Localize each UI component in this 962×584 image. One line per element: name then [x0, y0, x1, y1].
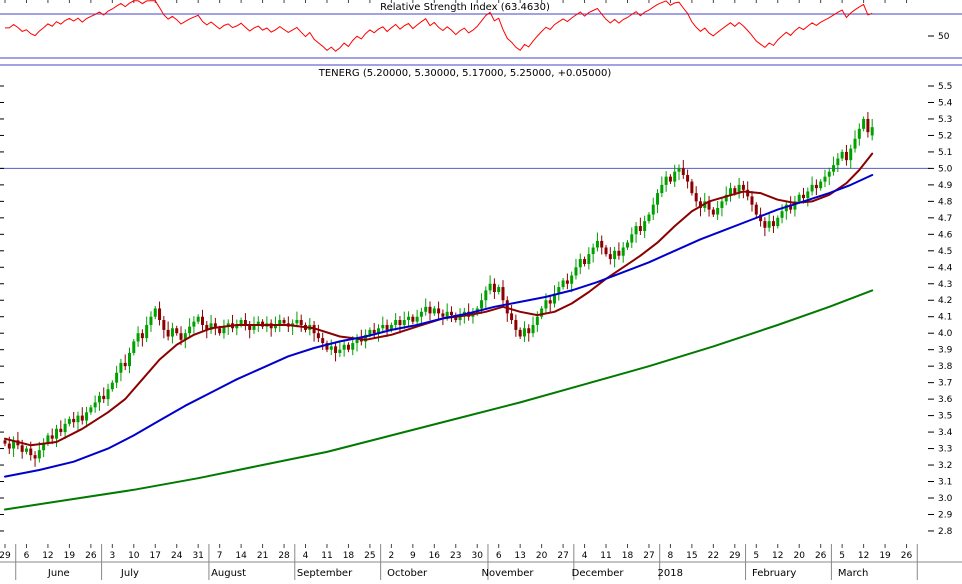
- price-panel-plot[interactable]: 5.5 5.4 5.3 5.2 5.1 5.0 4.9 4.8 4.7 4.6 4.5 4.4 4.3 4…: [0, 66, 962, 544]
- svg-text:October: October: [387, 568, 428, 579]
- svg-text:4.7: 4.7: [938, 214, 952, 224]
- svg-text:13: 13: [514, 551, 525, 561]
- svg-text:15: 15: [686, 551, 697, 561]
- svg-text:16: 16: [429, 551, 441, 561]
- svg-text:11: 11: [321, 551, 332, 561]
- svg-text:3.4: 3.4: [938, 428, 953, 438]
- svg-text:10: 10: [128, 551, 140, 561]
- svg-text:20: 20: [793, 551, 805, 561]
- svg-text:June: June: [47, 568, 70, 579]
- svg-text:3.5: 3.5: [938, 412, 952, 422]
- svg-text:4.2: 4.2: [938, 296, 952, 306]
- svg-text:5.0: 5.0: [938, 164, 953, 174]
- svg-text:5.4: 5.4: [938, 98, 953, 108]
- svg-text:4.0: 4.0: [938, 329, 953, 339]
- svg-text:December: December: [572, 568, 625, 579]
- svg-text:3.6: 3.6: [938, 395, 953, 405]
- rsi-line: [5, 0, 873, 52]
- svg-text:3.1: 3.1: [938, 478, 952, 488]
- svg-text:3.9: 3.9: [938, 346, 953, 356]
- svg-text:24: 24: [171, 551, 183, 561]
- svg-text:2018: 2018: [658, 568, 683, 579]
- x-axis: 29 6 12 19 26 3 10 17 24 31 7 14 21 28 4 11 18 25 2 9 16 23 30…: [0, 544, 962, 580]
- svg-text:28: 28: [278, 551, 290, 561]
- svg-text:19: 19: [64, 551, 76, 561]
- ma-slow-line: [4, 289, 874, 511]
- svg-text:March: March: [838, 568, 868, 579]
- svg-text:27: 27: [643, 551, 654, 561]
- svg-text:4: 4: [582, 551, 588, 561]
- svg-text:6: 6: [24, 551, 30, 561]
- ma-mid-line: [4, 174, 874, 478]
- svg-text:2.8: 2.8: [938, 527, 953, 537]
- svg-text:31: 31: [192, 551, 203, 561]
- svg-text:50: 50: [938, 32, 950, 42]
- svg-text:7: 7: [217, 551, 223, 561]
- svg-text:25: 25: [364, 551, 375, 561]
- svg-text:27: 27: [557, 551, 568, 561]
- svg-text:26: 26: [901, 551, 913, 561]
- svg-text:4.3: 4.3: [938, 280, 952, 290]
- svg-text:3.3: 3.3: [938, 445, 952, 455]
- svg-text:3.8: 3.8: [938, 362, 953, 372]
- svg-text:3: 3: [109, 551, 115, 561]
- svg-text:12: 12: [858, 551, 869, 561]
- svg-text:November: November: [482, 568, 535, 579]
- svg-text:22: 22: [708, 551, 719, 561]
- svg-text:29: 29: [729, 551, 741, 561]
- ma-fast-line: [4, 152, 874, 447]
- svg-text:9: 9: [410, 551, 416, 561]
- svg-text:4: 4: [303, 551, 309, 561]
- svg-text:4.8: 4.8: [938, 197, 953, 207]
- svg-text:5.1: 5.1: [938, 148, 952, 158]
- svg-text:12: 12: [772, 551, 783, 561]
- svg-text:5: 5: [839, 551, 845, 561]
- svg-text:20: 20: [536, 551, 548, 561]
- svg-text:14: 14: [235, 551, 247, 561]
- svg-text:11: 11: [600, 551, 611, 561]
- svg-text:July: July: [120, 568, 139, 579]
- svg-text:30: 30: [472, 551, 484, 561]
- svg-text:23: 23: [450, 551, 461, 561]
- svg-text:3.2: 3.2: [938, 461, 952, 471]
- svg-text:6: 6: [496, 551, 502, 561]
- svg-text:3.7: 3.7: [938, 379, 952, 389]
- candles: [3, 112, 874, 467]
- svg-text:4.1: 4.1: [938, 313, 952, 323]
- svg-text:26: 26: [815, 551, 827, 561]
- svg-text:29: 29: [0, 551, 11, 561]
- svg-text:4.5: 4.5: [938, 247, 952, 257]
- svg-text:5.2: 5.2: [938, 131, 952, 141]
- svg-text:3.0: 3.0: [938, 494, 953, 504]
- svg-text:18: 18: [622, 551, 634, 561]
- svg-text:2.9: 2.9: [938, 510, 953, 520]
- svg-text:19: 19: [879, 551, 891, 561]
- svg-text:8: 8: [668, 551, 674, 561]
- svg-text:4.6: 4.6: [938, 230, 953, 240]
- svg-text:26: 26: [85, 551, 97, 561]
- svg-text:4.9: 4.9: [938, 181, 953, 191]
- svg-text:2: 2: [389, 551, 395, 561]
- svg-text:17: 17: [150, 551, 161, 561]
- svg-text:18: 18: [343, 551, 355, 561]
- svg-text:5: 5: [753, 551, 759, 561]
- svg-text:4.4: 4.4: [938, 263, 953, 273]
- svg-text:August: August: [211, 568, 246, 579]
- svg-text:September: September: [297, 568, 353, 579]
- svg-text:12: 12: [42, 551, 53, 561]
- svg-text:February: February: [752, 568, 796, 579]
- svg-text:21: 21: [257, 551, 268, 561]
- svg-text:5.3: 5.3: [938, 115, 952, 125]
- rsi-panel-plot[interactable]: 50: [0, 0, 962, 66]
- svg-text:5.5: 5.5: [938, 82, 952, 92]
